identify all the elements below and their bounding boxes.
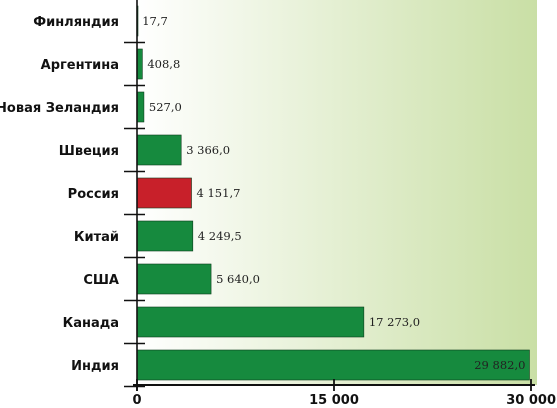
category-label: Аргентина [41, 58, 119, 73]
category-label: Китай [74, 230, 119, 245]
category-label: США [83, 273, 119, 288]
category-label: Финляндия [33, 15, 119, 30]
bar [136, 263, 212, 295]
value-label: 4 249,5 [198, 229, 242, 243]
value-label: 4 151,7 [197, 186, 241, 200]
value-label: 17,7 [142, 14, 168, 28]
category-label: Швеция [59, 144, 119, 159]
bar [136, 349, 530, 381]
bar [136, 48, 143, 80]
bar [136, 134, 182, 166]
value-label: 17 273,0 [369, 315, 420, 329]
bar [136, 306, 365, 338]
x-tick-label: 0 [132, 393, 141, 408]
value-label: 3 366,0 [186, 143, 230, 157]
value-label: 408,8 [147, 57, 180, 71]
value-label: 5 640,0 [216, 272, 260, 286]
value-label: 527,0 [149, 100, 182, 114]
bar [136, 220, 194, 252]
category-label: Новая Зеландия [0, 101, 119, 116]
category-label: Россия [68, 187, 119, 202]
bars [136, 5, 530, 381]
value-label: 29 882,0 [474, 358, 525, 372]
category-label: Канада [63, 316, 119, 331]
bar [136, 177, 192, 209]
x-tick-label: 30 000 [506, 393, 556, 408]
x-tick-label: 15 000 [309, 393, 359, 408]
category-label: Индия [71, 359, 119, 374]
bar [136, 91, 145, 123]
